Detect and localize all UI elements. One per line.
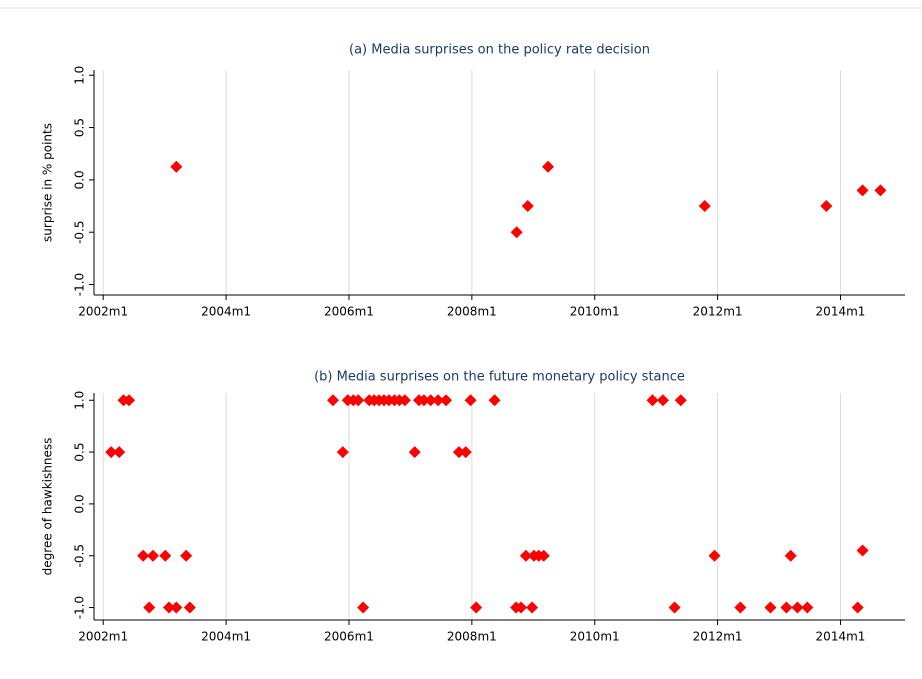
x-tick-label: 2010m1 bbox=[570, 305, 620, 319]
y-tick-label: 1.0 bbox=[73, 66, 87, 85]
point bbox=[143, 601, 156, 614]
x-tick-label: 2008m1 bbox=[447, 305, 497, 319]
point bbox=[488, 394, 501, 407]
point bbox=[698, 200, 711, 213]
x-tick-label: 2006m1 bbox=[324, 630, 374, 644]
point bbox=[123, 394, 136, 407]
point bbox=[668, 601, 681, 614]
point bbox=[521, 200, 534, 213]
point bbox=[791, 601, 804, 614]
x-tick-label: 2004m1 bbox=[201, 305, 251, 319]
point bbox=[464, 394, 477, 407]
point bbox=[170, 601, 183, 614]
point bbox=[452, 446, 465, 459]
x-tick-label: 2002m1 bbox=[78, 630, 128, 644]
point bbox=[542, 160, 555, 173]
point bbox=[432, 394, 445, 407]
point bbox=[408, 446, 421, 459]
point bbox=[336, 446, 349, 459]
x-tick-label: 2012m1 bbox=[693, 305, 743, 319]
y-tick-label: -1.0 bbox=[73, 273, 87, 296]
y-tick-label: 0.5 bbox=[73, 118, 87, 137]
point bbox=[183, 601, 196, 614]
point bbox=[874, 184, 887, 197]
point bbox=[180, 549, 193, 562]
point bbox=[424, 394, 437, 407]
x-tick-label: 2006m1 bbox=[324, 305, 374, 319]
point bbox=[162, 601, 175, 614]
x-tick-label: 2002m1 bbox=[78, 305, 128, 319]
y-tick-label: 0.0 bbox=[73, 170, 87, 189]
point bbox=[656, 394, 669, 407]
point bbox=[856, 544, 869, 557]
point bbox=[417, 394, 430, 407]
y-tick-label: 1.0 bbox=[73, 391, 87, 410]
point bbox=[764, 601, 777, 614]
x-tick-label: 2004m1 bbox=[201, 630, 251, 644]
y-tick-label: -0.5 bbox=[73, 220, 87, 243]
y-tick-label: 0.0 bbox=[73, 494, 87, 513]
y-axis-label: degree of hawkishness bbox=[41, 438, 55, 576]
x-tick-label: 2012m1 bbox=[693, 630, 743, 644]
point bbox=[326, 394, 339, 407]
point bbox=[515, 601, 528, 614]
point bbox=[646, 394, 659, 407]
point bbox=[856, 184, 869, 197]
point bbox=[398, 394, 411, 407]
x-tick-label: 2010m1 bbox=[570, 630, 620, 644]
point bbox=[137, 549, 150, 562]
point bbox=[146, 549, 159, 562]
point bbox=[440, 394, 453, 407]
point bbox=[674, 394, 687, 407]
point bbox=[470, 601, 483, 614]
point bbox=[170, 160, 183, 173]
chart-title: (b) Media surprises on the future moneta… bbox=[314, 370, 685, 385]
point bbox=[352, 394, 365, 407]
point bbox=[113, 446, 126, 459]
point bbox=[784, 549, 797, 562]
point bbox=[526, 601, 539, 614]
point bbox=[459, 446, 472, 459]
x-tick-label: 2014m1 bbox=[816, 305, 866, 319]
y-tick-label: -0.5 bbox=[73, 544, 87, 567]
point bbox=[801, 601, 814, 614]
chart-title: (a) Media surprises on the policy rate d… bbox=[349, 43, 650, 58]
point bbox=[105, 446, 118, 459]
point bbox=[734, 601, 747, 614]
point bbox=[510, 226, 523, 239]
point bbox=[820, 200, 833, 213]
point bbox=[519, 549, 532, 562]
point bbox=[537, 549, 550, 562]
point bbox=[851, 601, 864, 614]
y-axis-label: surprise in % points bbox=[41, 123, 55, 242]
point bbox=[357, 601, 370, 614]
y-tick-label: 0.5 bbox=[73, 443, 87, 462]
y-tick-label: -1.0 bbox=[73, 596, 87, 619]
x-tick-label: 2014m1 bbox=[816, 630, 866, 644]
x-tick-label: 2008m1 bbox=[447, 630, 497, 644]
point bbox=[159, 549, 172, 562]
point bbox=[780, 601, 793, 614]
point bbox=[708, 549, 721, 562]
